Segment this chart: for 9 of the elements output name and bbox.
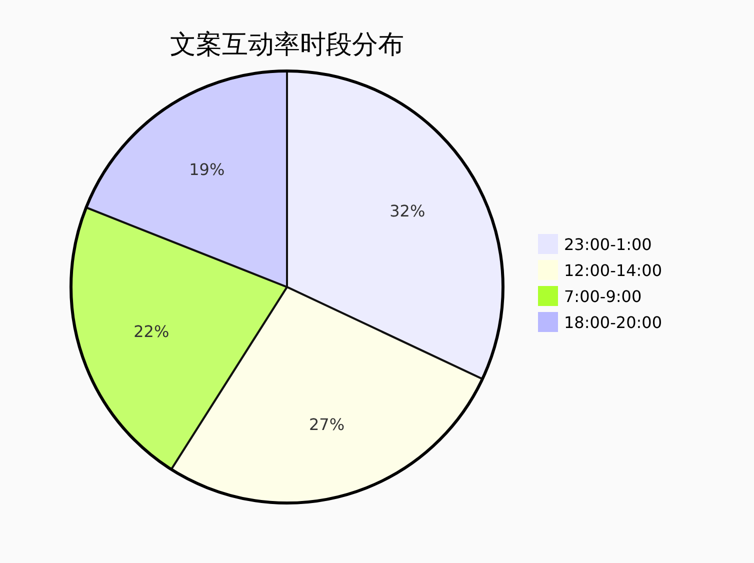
legend-label: 7:00-9:00 bbox=[564, 287, 642, 306]
data-label: 19% bbox=[189, 160, 225, 180]
chart-title: 文案互动率时段分布 bbox=[170, 30, 404, 60]
legend-label: 12:00-14:00 bbox=[564, 261, 662, 280]
legend-label: 23:00-1:00 bbox=[564, 235, 652, 254]
data-label: 32% bbox=[390, 202, 426, 221]
legend-label: 18:00-20:00 bbox=[564, 313, 662, 332]
data-label: 27% bbox=[308, 414, 345, 434]
data-label: 22% bbox=[134, 322, 170, 342]
